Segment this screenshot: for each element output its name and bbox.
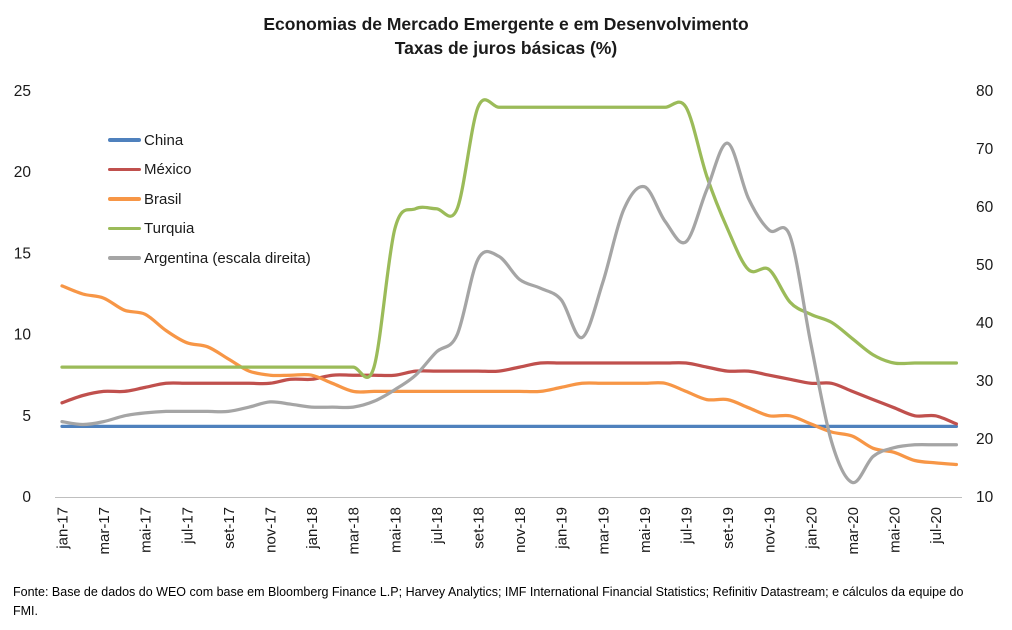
chart-legend: China México Brasil Turquia Argentina (e…: [108, 130, 311, 278]
y-axis-right-tick-label: 40: [976, 315, 994, 332]
y-axis-right-tick-label: 20: [976, 431, 994, 448]
series-line-argentina-escala-direita: [60, 141, 959, 485]
legend-label-argentina: Argentina (escala direita): [144, 249, 311, 267]
chart-title-line2: Taxas de juros básicas (%): [394, 38, 618, 58]
x-axis-tick-label: mar-20: [845, 507, 862, 555]
x-axis-tick-label: jul-20: [928, 507, 945, 545]
legend-item-argentina: Argentina (escala direita): [108, 248, 311, 268]
legend-swatch-turquia: [108, 226, 141, 231]
x-axis-tick-label: mar-18: [346, 507, 363, 555]
x-axis-tick-label: mai-17: [138, 507, 155, 553]
y-axis-right-tick-label: 80: [976, 83, 994, 100]
legend-label-china: China: [144, 131, 184, 149]
x-axis-tick-label: set-18: [471, 507, 488, 549]
legend-item-brasil: Brasil: [108, 189, 311, 209]
y-axis-left-tick-label: 25: [14, 83, 31, 100]
y-axis-left-tick-label: 15: [14, 245, 31, 262]
legend-item-mexico: México: [108, 160, 311, 180]
chart-title: Economias de Mercado Emergente e em Dese…: [0, 12, 1012, 60]
source-note: Fonte: Base de dados do WEO com base em …: [13, 585, 964, 618]
legend-label-brasil: Brasil: [144, 190, 182, 208]
x-axis-tick-label: mar-19: [595, 507, 612, 555]
x-axis-tick-label: jul-17: [179, 507, 196, 545]
legend-swatch-brasil: [108, 197, 141, 201]
y-axis-left-tick-label: 5: [22, 408, 31, 425]
x-axis-tick-label: mai-20: [887, 507, 904, 553]
legend-item-turquia: Turquia: [108, 219, 311, 239]
legend-swatch-argentina: [108, 256, 141, 260]
x-axis-tick-label: nov-19: [762, 507, 779, 553]
y-axis-right-tick-label: 10: [976, 489, 994, 506]
x-axis-tick-label: jan-19: [554, 507, 571, 550]
legend-swatch-china: [108, 138, 141, 142]
x-axis-tick-label: nov-18: [512, 507, 529, 553]
y-axis-right-tick-label: 50: [976, 257, 994, 274]
x-axis-tick-label: jul-18: [429, 507, 446, 545]
legend-label-turquia: Turquia: [144, 220, 195, 237]
series-line-brasil: [60, 284, 959, 467]
legend-item-china: China: [108, 130, 311, 150]
chart-title-line1: Economias de Mercado Emergente e em Dese…: [263, 14, 749, 34]
legend-swatch-mexico: [108, 167, 141, 172]
x-axis-tick-label: jan-20: [803, 507, 820, 550]
x-axis-tick-label: jul-19: [679, 507, 696, 545]
x-axis-tick-label: mai-18: [387, 507, 404, 553]
x-axis-tick-label: mai-19: [637, 507, 654, 553]
x-axis-tick-label: set-17: [221, 507, 238, 549]
legend-label-mexico: México: [144, 161, 192, 178]
x-axis-tick-label: jan-17: [55, 507, 72, 550]
x-axis-tick-label: mar-17: [96, 507, 113, 555]
y-axis-left-tick-label: 10: [14, 327, 32, 344]
x-axis-tick-label: jan-18: [304, 507, 321, 550]
y-axis-left-tick-label: 20: [14, 164, 32, 181]
x-axis-tick-label: nov-17: [263, 507, 280, 553]
y-axis-right-tick-label: 30: [976, 373, 994, 390]
series-line-m-xico: [60, 361, 959, 426]
y-axis-left-tick-label: 0: [22, 489, 31, 506]
y-axis-right-tick-label: 70: [976, 141, 994, 158]
x-axis-tick-label: set-19: [720, 507, 737, 549]
y-axis-right-tick-label: 60: [976, 199, 994, 216]
